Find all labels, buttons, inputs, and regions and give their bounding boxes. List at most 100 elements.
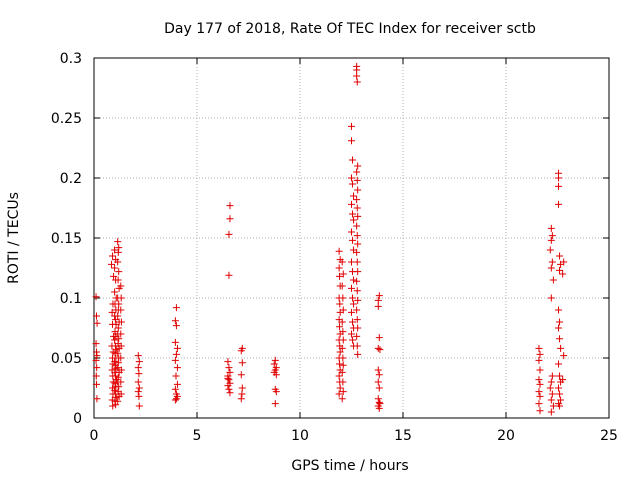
data-point: [348, 228, 355, 236]
data-point: [93, 395, 101, 403]
data-point: [339, 328, 347, 336]
data-point: [117, 294, 125, 302]
data-point: [548, 232, 556, 240]
data-point: [535, 376, 543, 384]
data-point: [547, 378, 555, 386]
data-point: [115, 383, 123, 391]
data-point: [225, 364, 233, 372]
data-point: [110, 272, 118, 280]
data-point: [354, 268, 362, 276]
data-point: [238, 359, 246, 367]
data-point: [225, 230, 233, 238]
data-point: [350, 276, 358, 284]
data-point: [374, 378, 382, 386]
data-point: [354, 350, 362, 358]
data-point: [349, 236, 357, 244]
x-tick-label: 5: [193, 428, 202, 444]
y-tick-label: 0.3: [60, 51, 82, 67]
data-point: [92, 372, 100, 380]
data-point: [92, 380, 100, 388]
data-point: [349, 156, 357, 164]
data-point: [117, 282, 125, 290]
data-point: [536, 380, 544, 388]
data-point: [547, 236, 555, 244]
data-point: [114, 238, 122, 246]
data-point: [92, 356, 100, 364]
data-point: [555, 200, 563, 208]
data-point: [348, 174, 355, 182]
data-point: [556, 318, 564, 326]
data-point: [93, 364, 101, 372]
data-point: [348, 200, 355, 208]
data-point: [112, 394, 120, 402]
x-axis-label: GPS time / hours: [291, 458, 408, 474]
data-point: [109, 402, 117, 410]
data-point: [117, 342, 125, 350]
data-point: [547, 396, 555, 404]
data-point: [224, 382, 232, 390]
data-point: [339, 378, 347, 386]
data-point: [135, 392, 143, 400]
data-point: [237, 395, 245, 403]
data-point: [353, 78, 361, 86]
data-point: [338, 395, 346, 403]
data-point: [338, 282, 346, 290]
data-point: [339, 388, 347, 396]
data-point: [556, 335, 564, 343]
data-point: [353, 258, 361, 266]
data-point: [172, 350, 180, 358]
y-tick-label: 0.25: [51, 111, 82, 127]
data-point: [374, 395, 382, 403]
data-point: [536, 392, 544, 400]
data-point: [353, 277, 361, 285]
data-point: [548, 372, 556, 380]
data-point: [134, 378, 142, 386]
x-tick-label: 0: [90, 428, 99, 444]
data-point: [117, 378, 125, 386]
data-point: [226, 215, 234, 223]
data-point: [224, 358, 232, 366]
data-point: [134, 388, 142, 396]
data-point: [353, 316, 361, 324]
data-point: [338, 258, 346, 266]
data-point: [237, 371, 245, 379]
data-point: [225, 385, 233, 393]
data-point: [117, 306, 125, 314]
y-tick-label: 0: [73, 411, 82, 427]
data-point: [375, 371, 383, 379]
data-point: [536, 366, 544, 374]
data-point: [111, 288, 119, 296]
data-point: [353, 248, 361, 256]
data-point: [226, 389, 234, 397]
data-point: [111, 246, 119, 254]
data-point: [354, 240, 362, 248]
data-point: [92, 340, 100, 348]
data-point: [114, 324, 122, 332]
data-point: [224, 374, 232, 382]
data-point: [172, 304, 180, 312]
data-point: [559, 270, 567, 278]
data-point: [535, 344, 543, 352]
y-tick-label: 0.05: [51, 351, 82, 367]
data-point: [535, 388, 543, 396]
data-point: [114, 397, 122, 405]
data-point: [93, 352, 101, 360]
data-point: [225, 271, 233, 279]
data-point: [375, 384, 383, 392]
data-point: [353, 222, 361, 230]
data-point: [173, 364, 181, 372]
data-point: [339, 354, 347, 362]
data-point: [172, 395, 180, 403]
data-point: [353, 306, 361, 314]
data-point: [555, 306, 563, 314]
data-point: [354, 162, 362, 170]
y-axis-label: ROTI / TECUs: [6, 192, 22, 284]
data-point: [226, 368, 234, 376]
data-point: [117, 390, 125, 398]
y-tick-label: 0.1: [60, 291, 82, 307]
data-point: [135, 358, 143, 366]
data-point: [353, 196, 361, 204]
data-point: [353, 232, 361, 240]
data-points: [92, 62, 568, 416]
x-tick-label: 10: [291, 428, 309, 444]
